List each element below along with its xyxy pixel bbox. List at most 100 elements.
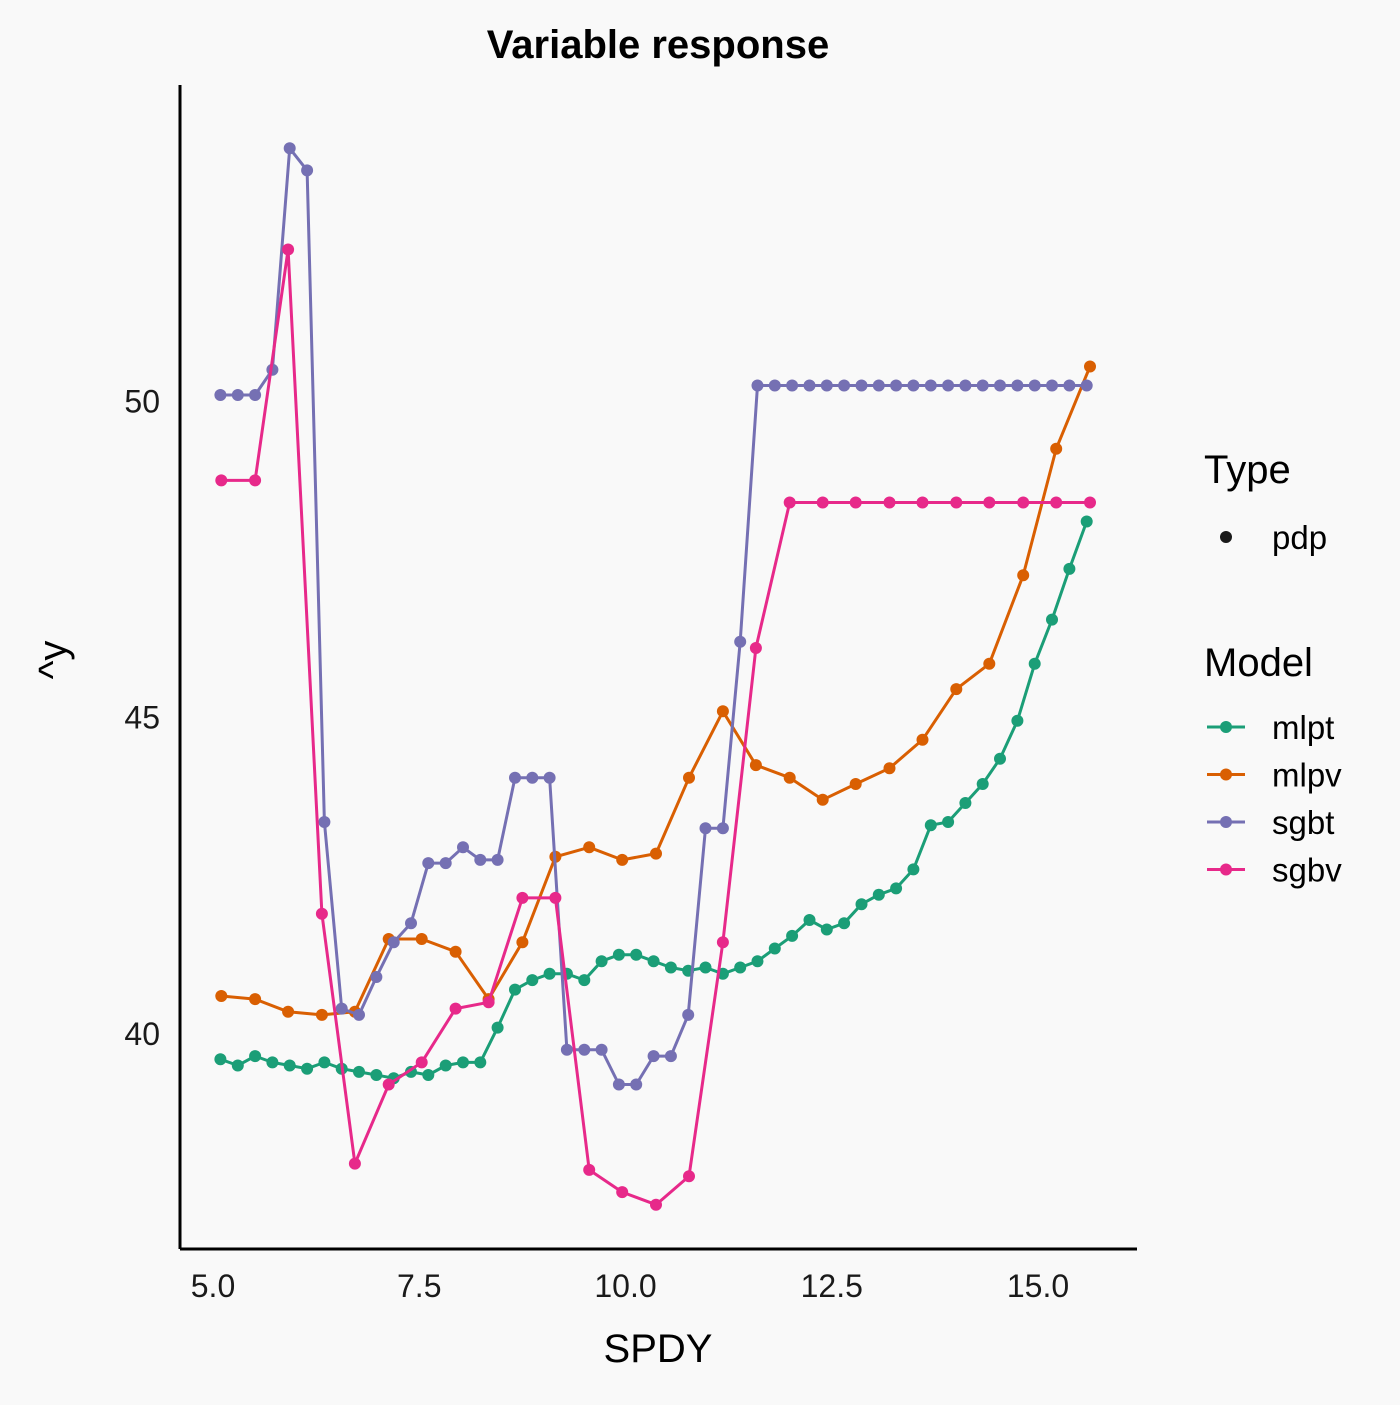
data-point-sgbt bbox=[249, 389, 262, 401]
data-point-sgbt bbox=[491, 853, 504, 866]
data-point-sgbt bbox=[942, 379, 955, 392]
data-point-mlpv bbox=[1084, 360, 1096, 373]
data-point-sgbt bbox=[457, 841, 469, 854]
data-point-sgbt bbox=[699, 822, 712, 835]
data-point-sgbv bbox=[883, 496, 896, 509]
data-point-mlpt bbox=[353, 1065, 365, 1078]
legend-model-label: sgbt bbox=[1272, 804, 1334, 841]
x-tick-label: 7.5 bbox=[397, 1268, 441, 1304]
data-point-mlpv bbox=[683, 771, 695, 784]
data-point-sgbv bbox=[916, 496, 929, 509]
data-point-mlpv bbox=[449, 945, 462, 958]
data-point-sgbt bbox=[994, 379, 1006, 392]
data-point-mlpv bbox=[616, 853, 629, 866]
data-point-sgbv bbox=[1084, 496, 1096, 509]
legend-model-label: mlpv bbox=[1272, 757, 1342, 794]
x-axis-title: SPDY bbox=[604, 1327, 713, 1371]
data-point-mlpt bbox=[509, 983, 521, 996]
data-point-mlpt bbox=[768, 942, 781, 955]
data-point-mlpv bbox=[783, 771, 796, 784]
data-point-mlpv bbox=[650, 847, 662, 860]
data-point-mlpv bbox=[1017, 569, 1030, 582]
y-tick-label: 50 bbox=[124, 383, 160, 419]
legend-type-key bbox=[1220, 531, 1232, 543]
data-point-sgbt bbox=[924, 379, 937, 392]
data-point-sgbt bbox=[976, 379, 989, 392]
data-point-sgbt bbox=[664, 1050, 677, 1063]
data-point-mlpt bbox=[370, 1069, 383, 1081]
tick-labels: 5.0 7.5 10.0 12.5 15.0 40 45 50 bbox=[124, 383, 1069, 1304]
data-point-mlpv bbox=[849, 778, 862, 790]
legend-model-key bbox=[1220, 816, 1232, 828]
data-point-mlpt bbox=[820, 923, 833, 936]
data-point-sgbv bbox=[215, 474, 228, 487]
data-point-mlpt bbox=[924, 819, 937, 832]
x-tick-label: 5.0 bbox=[191, 1268, 235, 1304]
data-point-mlpt bbox=[214, 1053, 227, 1066]
data-point-mlpt bbox=[630, 948, 643, 961]
data-point-sgbt bbox=[231, 389, 244, 401]
y-tick-label: 45 bbox=[124, 700, 160, 736]
data-point-mlpt bbox=[301, 1062, 314, 1075]
data-point-mlpv bbox=[249, 993, 262, 1006]
data-point-sgbv bbox=[382, 1078, 395, 1091]
x-tick-label: 15.0 bbox=[1007, 1268, 1069, 1304]
data-point-mlpt bbox=[942, 816, 955, 828]
data-point-mlpt bbox=[803, 914, 816, 926]
data-point-sgbv bbox=[616, 1186, 629, 1199]
plot-area bbox=[214, 142, 1096, 1211]
series-line-mlpt bbox=[219, 520, 1089, 1080]
data-point-sgbv bbox=[950, 496, 963, 509]
data-point-mlpv bbox=[1050, 442, 1063, 455]
y-axis-title: ^y bbox=[31, 641, 75, 680]
data-point-sgbt bbox=[1080, 379, 1093, 392]
data-point-sgbv bbox=[783, 496, 796, 509]
legend-model-key bbox=[1220, 721, 1232, 733]
y-tick-label: 40 bbox=[124, 1016, 160, 1052]
data-point-sgbt bbox=[526, 771, 539, 784]
data-point-sgbt bbox=[786, 379, 799, 392]
data-point-sgbt bbox=[890, 379, 903, 392]
series-mlpt bbox=[214, 515, 1093, 1085]
data-point-mlpt bbox=[1080, 515, 1093, 528]
data-point-sgbt bbox=[509, 771, 521, 784]
data-point-sgbt bbox=[474, 853, 487, 866]
data-point-mlpt bbox=[318, 1056, 331, 1069]
data-point-mlpt bbox=[283, 1059, 296, 1072]
data-point-sgbv bbox=[1017, 496, 1030, 509]
data-point-sgbv bbox=[683, 1170, 695, 1183]
data-point-mlpv bbox=[883, 762, 896, 775]
data-point-mlpv bbox=[983, 657, 996, 670]
data-point-mlpt bbox=[526, 974, 539, 987]
series-sgbt bbox=[214, 142, 1093, 1091]
data-point-sgbt bbox=[422, 857, 435, 870]
data-point-mlpv bbox=[583, 841, 596, 854]
data-point-mlpv bbox=[315, 1008, 328, 1021]
data-point-mlpt bbox=[1046, 613, 1058, 626]
data-point-sgbv bbox=[716, 936, 729, 949]
legend-type-title: Type bbox=[1204, 448, 1291, 492]
data-point-sgbv bbox=[983, 496, 996, 509]
data-point-sgbt bbox=[214, 389, 227, 401]
data-point-mlpt bbox=[734, 961, 747, 974]
data-point-mlpt bbox=[474, 1056, 487, 1069]
data-point-mlpv bbox=[415, 933, 428, 945]
data-point-sgbt bbox=[716, 822, 729, 835]
data-point-mlpt bbox=[439, 1059, 452, 1072]
data-point-mlpt bbox=[699, 961, 712, 974]
data-point-mlpv bbox=[282, 1005, 295, 1018]
data-point-sgbt bbox=[872, 379, 885, 392]
legend-type-label: pdp bbox=[1272, 519, 1327, 556]
data-point-sgbv bbox=[650, 1198, 662, 1211]
data-point-sgbt bbox=[682, 1008, 695, 1021]
data-point-sgbv bbox=[849, 496, 862, 509]
data-point-sgbt bbox=[560, 1043, 573, 1056]
data-point-mlpt bbox=[578, 974, 591, 987]
data-point-sgbt bbox=[855, 379, 868, 392]
data-point-sgbt bbox=[803, 379, 816, 392]
data-point-sgbv bbox=[549, 891, 562, 904]
data-point-sgbv bbox=[516, 891, 529, 904]
data-point-mlpt bbox=[266, 1056, 279, 1069]
data-point-mlpt bbox=[890, 882, 903, 895]
data-point-sgbt bbox=[612, 1078, 625, 1091]
